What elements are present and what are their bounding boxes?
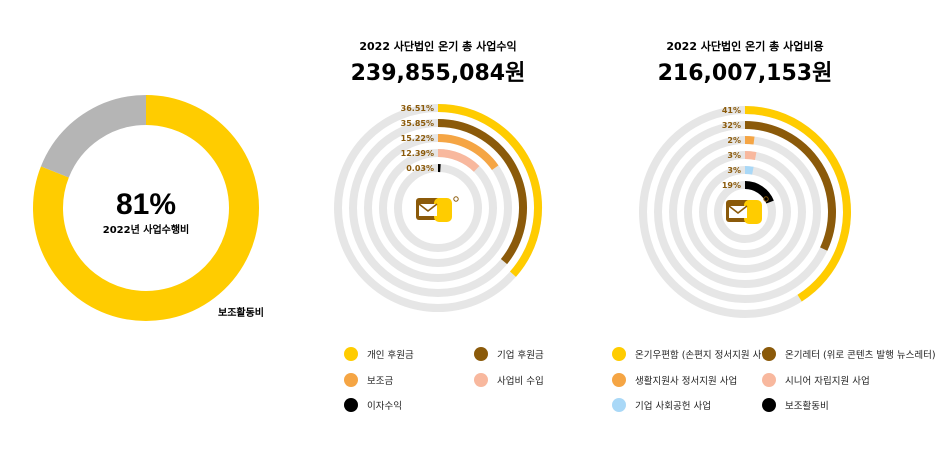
radial-bar [744, 151, 757, 160]
radial-bar-label: 36.51% [401, 104, 434, 113]
revenue-total: 239,855,084원 [351, 61, 526, 86]
radial-bar-label: 3% [727, 151, 741, 160]
legend-item: 온기우편함 (손편지 정서지원 사업) [612, 347, 774, 361]
radial-bar [744, 181, 774, 204]
envelope-icon [416, 196, 459, 222]
legend-label: 온기우편함 (손편지 정서지원 사업) [635, 350, 774, 361]
legend-swatch [612, 373, 626, 387]
radial-bar [437, 104, 542, 277]
radial-bar-label: 32% [722, 121, 741, 130]
legend-label: 사업비 수입 [497, 376, 544, 387]
legend-swatch [612, 347, 626, 361]
radial-bar-label: 15.22% [401, 134, 434, 143]
radial-bar-label: 35.85% [401, 119, 434, 128]
legend-swatch [762, 373, 776, 387]
radial-bar [437, 149, 480, 172]
expense-title: 2022 사단법인 온기 총 사업비용 [666, 39, 823, 53]
legend-swatch [344, 373, 358, 387]
donut-center-label: 2022년 사업수행비 [103, 223, 190, 236]
radial-bar-label: 2% [727, 136, 741, 145]
radial-bar-label: 12.39% [401, 149, 434, 158]
radial-bar-label: 3% [727, 166, 741, 175]
legend-swatch [474, 373, 488, 387]
radial-bar-label: 41% [722, 106, 741, 115]
radial-bar-label: 0.03% [406, 164, 434, 173]
donut-outside-label: 보조활동비 [218, 306, 264, 319]
revenue-title: 2022 사단법인 온기 총 사업수익 [359, 39, 516, 53]
legend-label: 보조금 [367, 376, 394, 387]
legend-item: 온기레터 (위로 콘텐츠 발행 뉴스레터) [762, 347, 936, 361]
radial-bar [744, 106, 851, 302]
legend-item: 기업 후원금 [474, 347, 544, 361]
legend-label: 이자수익 [367, 401, 402, 412]
legend-swatch [474, 347, 488, 361]
radial-bar-label: 19% [722, 181, 741, 190]
donut-slice [33, 95, 259, 321]
legend-item: 개인 후원금 [344, 347, 414, 361]
legend-item: 보조금 [344, 373, 393, 387]
expense-radial-chart: 2022 사단법인 온기 총 사업비용 216,007,153원 41% 32% 2… [639, 39, 851, 318]
donut-center-value: 81% [116, 188, 176, 221]
revenue-radial-chart: 2022 사단법인 온기 총 사업수익 239,855,084원 36.51% 3… [334, 39, 542, 312]
envelope-icon [726, 196, 769, 224]
expense-total: 216,007,153원 [658, 61, 833, 86]
legend-swatch [762, 398, 776, 412]
legend-label: 개인 후원금 [367, 350, 414, 361]
legend-item: 시니어 자립지원 사업 [762, 373, 870, 387]
legend-swatch [612, 398, 626, 412]
radial-bar [744, 121, 836, 251]
legend-item: 기업 사회공헌 사업 [612, 398, 711, 412]
legend-swatch [762, 347, 776, 361]
legend-label: 온기레터 (위로 콘텐츠 발행 뉴스레터) [785, 350, 936, 361]
legend-swatch [344, 398, 358, 412]
donut-chart: 81% 2022년 사업수행비 보조활동비 [33, 95, 264, 321]
legend-label: 생활지원사 정서지원 사업 [635, 376, 738, 387]
radial-bar [437, 134, 499, 171]
legend-label: 시니어 자립지원 사업 [785, 376, 870, 387]
legend-item: 보조활동비 [762, 398, 829, 412]
legend-item: 사업비 수입 [474, 373, 544, 387]
legend-label: 기업 후원금 [497, 350, 544, 361]
legend-label: 기업 사회공헌 사업 [635, 401, 711, 412]
radial-bar [744, 166, 754, 175]
radial-bar [437, 119, 527, 265]
radial-bar [744, 136, 755, 145]
legend-label: 보조활동비 [785, 401, 829, 412]
legend-swatch [344, 347, 358, 361]
legend-item: 이자수익 [344, 398, 402, 412]
legend-item: 생활지원사 정서지원 사업 [612, 373, 737, 387]
donut-slice [40, 95, 147, 178]
